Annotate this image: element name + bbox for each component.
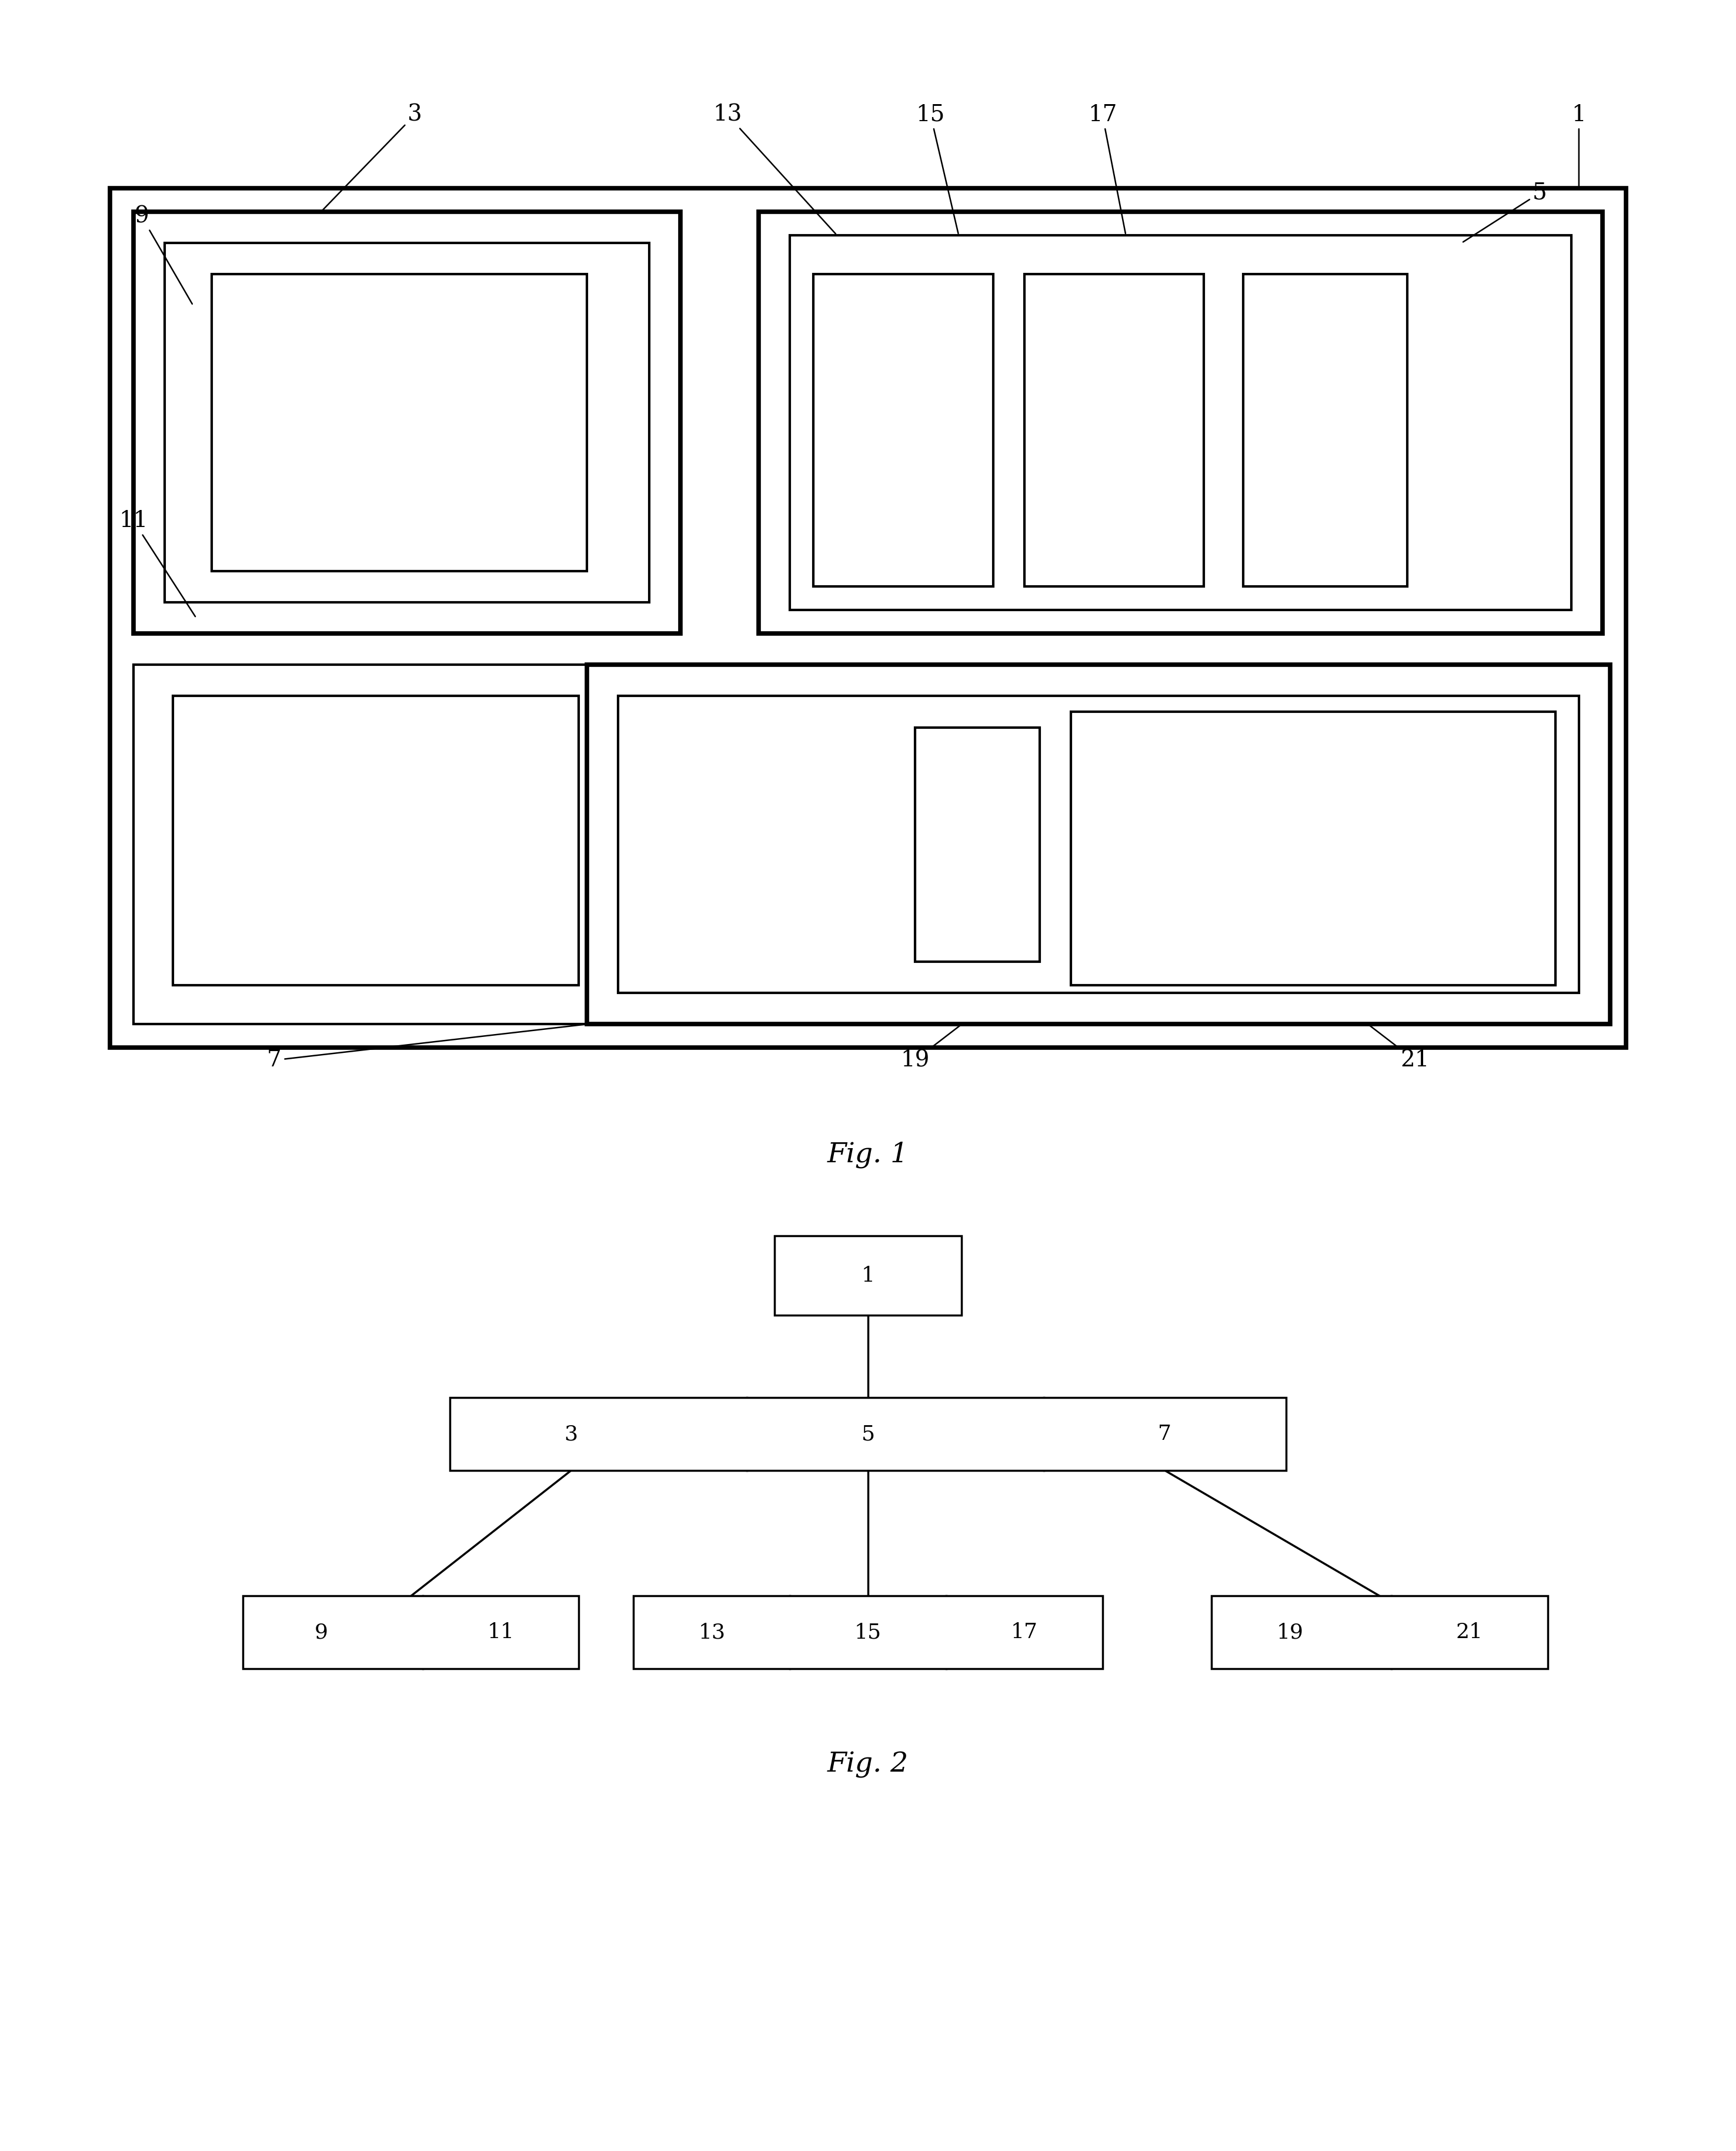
Bar (1243, 273, 1408, 587)
Text: 21: 21 (1370, 1026, 1429, 1071)
Bar (212, 273, 587, 570)
Text: 1: 1 (1571, 103, 1587, 187)
Text: 7: 7 (1158, 1424, 1172, 1443)
Text: 11: 11 (488, 1622, 514, 1643)
Bar (790, 234, 1571, 611)
Text: 3: 3 (564, 1424, 578, 1443)
Text: 1: 1 (861, 1265, 875, 1286)
Bar (134, 665, 634, 1024)
Text: Fig. 1: Fig. 1 (828, 1142, 908, 1168)
Text: 19: 19 (1276, 1622, 1304, 1643)
Bar (587, 665, 1611, 1024)
Text: 9: 9 (314, 1622, 328, 1643)
Bar (759, 211, 1602, 635)
Text: 7: 7 (267, 1024, 585, 1071)
Bar (174, 697, 580, 985)
Bar (165, 243, 649, 602)
Text: 3: 3 (323, 103, 422, 211)
Bar (618, 697, 1580, 994)
Text: 13: 13 (698, 1622, 726, 1643)
Text: 9: 9 (134, 206, 193, 303)
Bar (1212, 1596, 1549, 1669)
Bar (1071, 712, 1555, 985)
Text: 17: 17 (1010, 1622, 1038, 1643)
Text: 21: 21 (1457, 1622, 1483, 1643)
Bar (812, 273, 993, 587)
Bar (134, 211, 681, 635)
Text: 11: 11 (120, 510, 194, 617)
Text: 13: 13 (713, 103, 835, 234)
Text: 17: 17 (1088, 103, 1125, 234)
Bar (634, 1596, 1102, 1669)
Text: 15: 15 (917, 103, 958, 234)
Text: 15: 15 (854, 1622, 882, 1643)
Text: Fig. 2: Fig. 2 (828, 1751, 908, 1779)
Bar (1024, 273, 1205, 587)
Text: 19: 19 (901, 1026, 960, 1071)
Text: 5: 5 (861, 1424, 875, 1443)
Text: 5: 5 (1463, 183, 1547, 241)
Bar (915, 727, 1040, 961)
Bar (774, 1237, 962, 1314)
Bar (450, 1398, 1286, 1471)
Bar (243, 1596, 578, 1669)
